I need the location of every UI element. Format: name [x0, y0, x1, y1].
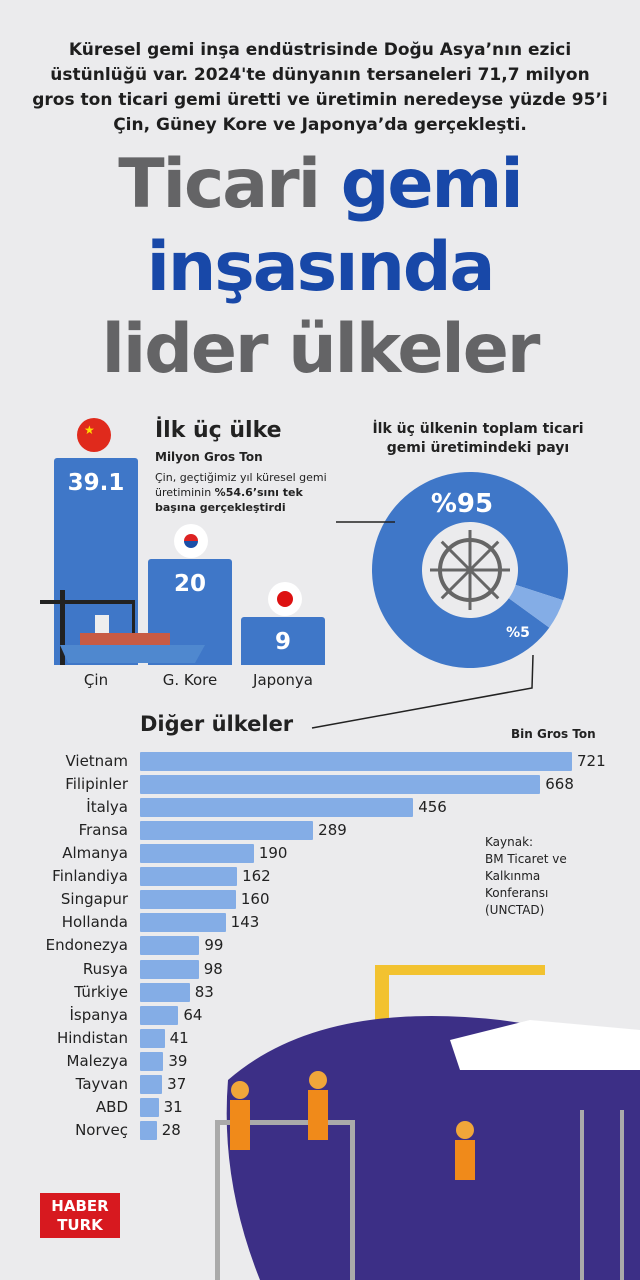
wheel-spoke	[468, 568, 500, 600]
annotation-bold: %54.6’sını tek başına gerçekleştirdi	[155, 486, 303, 514]
top3-bar: 9	[241, 617, 325, 665]
country-bar	[140, 890, 236, 910]
top3-annotation: Çin, geçtiğimiz yıl küresel gemi üretimi…	[155, 470, 345, 515]
country-label: Rusya	[82, 959, 128, 978]
country-value: 83	[194, 982, 214, 1001]
top3-category-label: Çin	[83, 671, 109, 689]
wheel-spoke	[468, 540, 500, 572]
country-value: 143	[230, 913, 260, 932]
top3-category-label: G. Kore	[162, 671, 218, 689]
country-value: 98	[203, 959, 223, 978]
country-label: Tayvan	[75, 1074, 128, 1093]
country-bar	[140, 1074, 163, 1094]
donut-slice	[372, 471, 568, 668]
country-label: Finlandiya	[52, 867, 128, 886]
country-label: Filipinler	[65, 775, 128, 794]
source-line: BM Ticaret ve	[485, 852, 567, 866]
country-label: Hindistan	[56, 1028, 128, 1047]
top3-unit: Milyon Gros Ton	[155, 450, 263, 464]
country-label: Singapur	[60, 890, 128, 909]
country-label: ABD	[95, 1097, 128, 1116]
cargo-ship-illustration	[40, 590, 205, 665]
shipbuilding-illustration	[215, 965, 640, 1280]
country-value: 668	[545, 775, 574, 794]
country-value: 31	[163, 1097, 183, 1116]
country-bar	[140, 844, 254, 864]
country-bar	[140, 1097, 159, 1117]
source-line: Kaynak:	[485, 835, 534, 849]
title-line-3: lider ülkeler	[101, 310, 541, 389]
wheel-spoke	[440, 568, 472, 600]
country-label: Fransa	[78, 821, 128, 840]
pie-title: İlk üç ülkenin toplam ticari gemi üretim…	[372, 421, 584, 456]
annotation-text: Çin, geçtiğimiz yıl küresel gemi üretimi…	[155, 471, 327, 499]
country-value: 64	[183, 1005, 203, 1024]
country-bar	[140, 1028, 165, 1048]
country-value: 37	[167, 1074, 187, 1093]
top3-title: İlk üç ülke	[155, 418, 282, 443]
country-label: Hollanda	[61, 913, 128, 932]
intro-text: Küresel gemi inşa endüstrisinde Doğu Asy…	[32, 40, 608, 135]
source-line: Kalkınma	[485, 869, 541, 883]
country-bar	[140, 982, 190, 1002]
slice-label-5: %5	[506, 625, 530, 641]
country-bar	[140, 867, 238, 887]
country-bar	[140, 1120, 157, 1140]
country-value: 41	[169, 1028, 189, 1047]
wheel-spoke	[440, 540, 472, 572]
china-flag-icon: ★	[77, 418, 111, 452]
country-bar	[140, 775, 541, 795]
others-unit: Bin Gros Ton	[511, 727, 596, 741]
country-value: 99	[204, 936, 224, 955]
country-label: İtalya	[86, 798, 128, 817]
country-value: 160	[240, 890, 270, 909]
country-label: Malezya	[66, 1051, 128, 1070]
country-label: Vietnam	[65, 752, 128, 770]
country-label: İspanya	[69, 1005, 128, 1024]
country-bar	[140, 752, 572, 771]
country-value: 39	[168, 1051, 188, 1070]
country-label: Norveç	[75, 1120, 128, 1139]
share-donut-chart: %95 %5	[311, 471, 568, 729]
source-line: Konferansı	[485, 886, 549, 900]
country-value: 28	[161, 1120, 181, 1139]
logo-text: TURK	[57, 1216, 103, 1234]
country-label: Türkiye	[74, 982, 128, 1001]
country-bar	[140, 1051, 164, 1071]
country-bar	[140, 936, 200, 956]
source-note: Kaynak: BM Ticaret ve Kalkınma Konferans…	[485, 834, 567, 919]
haberturk-logo: HABER TURK	[40, 1193, 120, 1238]
others-title: Diğer ülkeler	[140, 712, 294, 736]
country-value: 721	[577, 752, 606, 770]
title-word: gemi	[340, 145, 524, 224]
connector-line	[311, 654, 534, 729]
country-value: 162	[242, 867, 271, 886]
country-label: Almanya	[62, 844, 128, 863]
source-line: (UNCTAD)	[485, 903, 545, 917]
title-word: Ticari	[118, 145, 321, 224]
country-value: 289	[318, 821, 347, 840]
top3-category-label: Japonya	[253, 671, 313, 689]
country-value: 456	[418, 798, 447, 817]
country-bar	[140, 913, 226, 933]
slice-label-95: %95	[431, 489, 493, 519]
country-value: 190	[258, 844, 288, 863]
title-line-1: Ticari gemi	[0, 145, 640, 225]
korea-flag-icon	[174, 524, 208, 558]
country-bar	[140, 821, 314, 841]
country-bar	[140, 1005, 179, 1025]
japan-flag-icon	[268, 582, 302, 616]
donut-slice	[508, 584, 564, 628]
country-bar	[140, 798, 414, 818]
title-line-2: inşasında	[146, 228, 496, 307]
logo-text: HABER	[51, 1197, 109, 1215]
country-bar	[140, 959, 199, 979]
country-label: Endonezya	[45, 936, 128, 955]
